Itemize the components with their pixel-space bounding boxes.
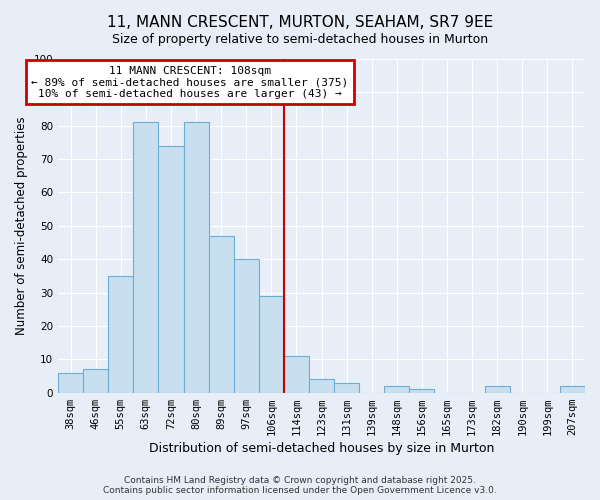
X-axis label: Distribution of semi-detached houses by size in Murton: Distribution of semi-detached houses by …	[149, 442, 494, 455]
Bar	[409, 390, 434, 392]
Bar	[133, 122, 158, 392]
Bar	[384, 386, 409, 392]
Bar	[309, 380, 334, 392]
Bar	[58, 372, 83, 392]
Bar	[560, 386, 585, 392]
Bar	[233, 259, 259, 392]
Bar	[184, 122, 209, 392]
Bar	[334, 382, 359, 392]
Bar	[108, 276, 133, 392]
Text: Contains HM Land Registry data © Crown copyright and database right 2025.
Contai: Contains HM Land Registry data © Crown c…	[103, 476, 497, 495]
Text: Size of property relative to semi-detached houses in Murton: Size of property relative to semi-detach…	[112, 32, 488, 46]
Text: 11, MANN CRESCENT, MURTON, SEAHAM, SR7 9EE: 11, MANN CRESCENT, MURTON, SEAHAM, SR7 9…	[107, 15, 493, 30]
Bar	[83, 370, 108, 392]
Bar	[284, 356, 309, 393]
Bar	[158, 146, 184, 392]
Y-axis label: Number of semi-detached properties: Number of semi-detached properties	[15, 116, 28, 335]
Bar	[259, 296, 284, 392]
Text: 11 MANN CRESCENT: 108sqm
← 89% of semi-detached houses are smaller (375)
10% of : 11 MANN CRESCENT: 108sqm ← 89% of semi-d…	[31, 66, 349, 99]
Bar	[485, 386, 510, 392]
Bar	[209, 236, 233, 392]
